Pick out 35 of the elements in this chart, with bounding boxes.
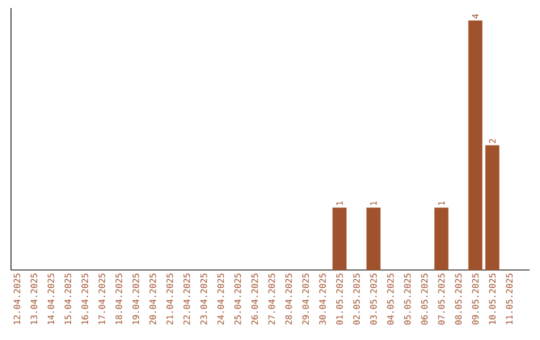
x-tick-label: 19.04.2025 (132, 274, 140, 324)
x-tick-label: 17.04.2025 (98, 274, 106, 324)
x-tick-label: 25.04.2025 (234, 274, 241, 324)
x-tick-label: 22.04.2025 (183, 274, 190, 324)
x-tick-label: 20.04.2025 (150, 274, 156, 324)
data-label: 4 (472, 14, 478, 18)
x-tick-label: 14.04.2025 (48, 274, 54, 324)
x-tick-label: 26.04.2025 (251, 274, 258, 324)
x-tick-label: 08.05.2025 (455, 274, 462, 325)
data-label: 2 (489, 139, 496, 143)
x-tick-label: 15.04.2025 (64, 274, 72, 324)
x-tick-label: 11.05.2025 (506, 274, 513, 324)
x-tick-label: 29.04.2025 (302, 274, 309, 324)
data-label: 1 (438, 201, 445, 205)
x-tick-label: 04.05.2025 (387, 274, 394, 325)
x-tick-label: 02.05.2025 (353, 274, 360, 325)
x-tick-label: 05.05.2025 (404, 274, 411, 325)
data-label: 1 (336, 201, 343, 205)
x-tick-label: 07.05.2025 (438, 274, 445, 325)
x-tick-label: 21.04.2025 (166, 274, 174, 324)
x-tick-label: 09.05.2025 (472, 274, 479, 325)
x-tick-label: 27.04.2025 (268, 274, 275, 324)
x-tick-label: 01.05.2025 (336, 274, 343, 325)
x-tick-label: 06.05.2025 (421, 274, 428, 325)
x-tick-label: 03.05.2025 (370, 274, 377, 325)
x-tick-label: 24.04.2025 (217, 274, 224, 324)
x-tick-label: 12.04.2025 (14, 274, 20, 324)
x-tick-label: 13.04.2025 (30, 274, 38, 324)
x-tick-label: 16.04.2025 (82, 274, 88, 324)
x-tick-label: 18.04.2025 (116, 274, 122, 324)
x-tick-label: 23.04.2025 (200, 274, 207, 324)
x-tick-label: 10.05.2025 (489, 274, 496, 324)
x-tick-label: 30.04.2025 (319, 274, 326, 325)
x-tick-label: 28.04.2025 (285, 274, 292, 324)
data-label: 1 (370, 201, 377, 205)
